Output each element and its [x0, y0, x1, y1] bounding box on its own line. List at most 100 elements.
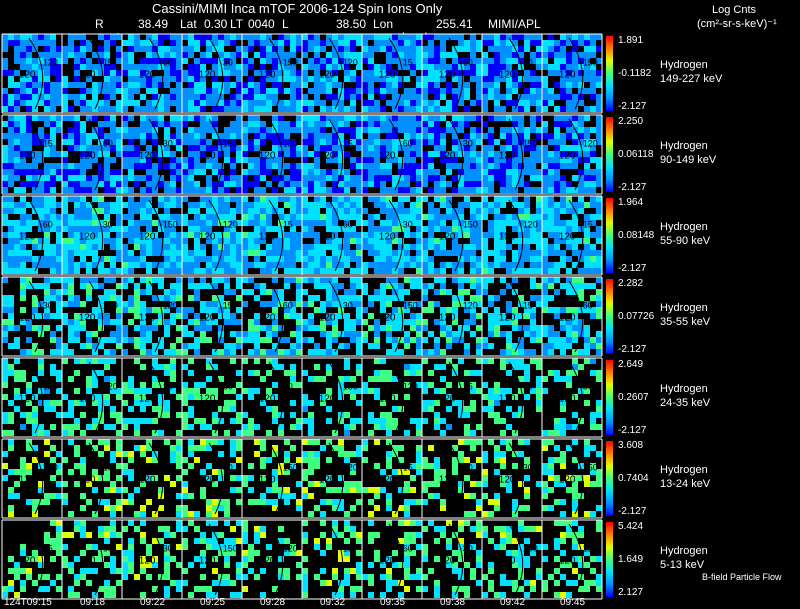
heatmap-cell: [470, 382, 476, 388]
heatmap-cell: [32, 115, 38, 121]
heatmap-cell: [56, 232, 62, 238]
heatmap-cell: [2, 262, 8, 268]
heatmap-cell: [140, 70, 146, 76]
heatmap-cell: [266, 457, 272, 463]
heatmap-cell: [98, 475, 104, 481]
heatmap-cell: [176, 268, 182, 274]
heatmap-cell: [206, 94, 212, 100]
heatmap-cell: [176, 169, 182, 175]
heatmap-cell: [398, 295, 404, 301]
heatmap-cell: [278, 181, 284, 187]
heatmap-cell: [218, 268, 224, 274]
heatmap-cell: [188, 202, 194, 208]
heatmap-cell: [122, 214, 128, 220]
heatmap-cell: [284, 76, 290, 82]
pitch-angle-contour: [28, 361, 44, 434]
heatmap-cell: [296, 58, 302, 64]
heatmap-cell: [266, 76, 272, 82]
heatmap-cell: [206, 226, 212, 232]
heatmap-cell: [182, 268, 188, 274]
heatmap-cell: [140, 325, 146, 331]
heatmap-cell: [524, 163, 530, 169]
heatmap-cell: [278, 82, 284, 88]
heatmap-cell: [488, 34, 494, 40]
heatmap-cell: [362, 76, 368, 82]
heatmap-cell: [362, 283, 368, 289]
heatmap-cell: [44, 151, 50, 157]
heatmap-cell: [566, 277, 572, 283]
heatmap-cell: [110, 208, 116, 214]
heatmap-cell: [470, 34, 476, 40]
heatmap-cell: [488, 58, 494, 64]
heatmap-cell: [314, 220, 320, 226]
heatmap-cell: [434, 244, 440, 250]
heatmap-cell: [404, 382, 410, 388]
heatmap-cell: [494, 157, 500, 163]
heatmap-cell: [500, 226, 506, 232]
heatmap-cell: [170, 70, 176, 76]
heatmap-cell: [458, 289, 464, 295]
heatmap-cell: [272, 307, 278, 313]
heatmap-cell: [512, 226, 518, 232]
heatmap-cell: [536, 175, 542, 181]
heatmap-cell: [350, 70, 356, 76]
heatmap-cell: [254, 127, 260, 133]
heatmap-cell: [80, 34, 86, 40]
heatmap-cell: [392, 418, 398, 424]
heatmap-cell: [368, 145, 374, 151]
heatmap-cell: [554, 145, 560, 151]
heatmap-cell: [398, 58, 404, 64]
heatmap-cell: [374, 226, 380, 232]
heatmap-cell: [260, 94, 266, 100]
heatmap-cell: [380, 226, 386, 232]
heatmap-cell: [200, 319, 206, 325]
heatmap-cell: [362, 319, 368, 325]
heatmap-cell: [434, 88, 440, 94]
pitch-angle-contour: [388, 361, 404, 434]
heatmap-cell: [506, 370, 512, 376]
heatmap-cell: [368, 220, 374, 226]
contour-label: 60: [403, 139, 413, 149]
heatmap-cell: [572, 394, 578, 400]
heatmap-cell: [200, 100, 206, 106]
heatmap-cell: [170, 370, 176, 376]
heatmap-cell: [482, 94, 488, 100]
heatmap-cell: [494, 382, 500, 388]
heatmap-cell: [470, 46, 476, 52]
heatmap-cell: [422, 457, 428, 463]
heatmap-cell: [518, 145, 524, 151]
heatmap-cell: [548, 232, 554, 238]
heatmap-cell: [212, 256, 218, 262]
heatmap-cell: [518, 439, 524, 445]
heatmap-cell: [332, 145, 338, 151]
heatmap-cell: [146, 337, 152, 343]
heatmap-cell: [458, 58, 464, 64]
heatmap-cell: [104, 100, 110, 106]
contour-label: 15: [223, 301, 233, 311]
heatmap-cell: [134, 343, 140, 349]
heatmap-cell: [302, 52, 308, 58]
heatmap-cell: [386, 127, 392, 133]
heatmap-cell: [482, 196, 488, 202]
heatmap-cell: [446, 70, 452, 76]
heatmap-cell: [14, 262, 20, 268]
contour-label: 15: [43, 139, 53, 149]
heatmap-cell: [200, 382, 206, 388]
heatmap-cell: [374, 331, 380, 337]
heatmap-cell: [410, 70, 416, 76]
heatmap-cell: [254, 370, 260, 376]
heatmap-cell: [26, 388, 32, 394]
heatmap-cell: [428, 187, 434, 193]
heatmap-cell: [332, 115, 338, 121]
heatmap-cell: [152, 121, 158, 127]
heatmap-cell: [320, 121, 326, 127]
heatmap-cell: [140, 163, 146, 169]
heatmap-cell: [590, 250, 596, 256]
contour-label: 120: [559, 69, 576, 80]
heatmap-cell: [92, 418, 98, 424]
heatmap-cell: [530, 277, 536, 283]
heatmap-cell: [362, 157, 368, 163]
heatmap-cell: [188, 106, 194, 112]
heatmap-cell: [8, 400, 14, 406]
heatmap-cell: [212, 34, 218, 40]
